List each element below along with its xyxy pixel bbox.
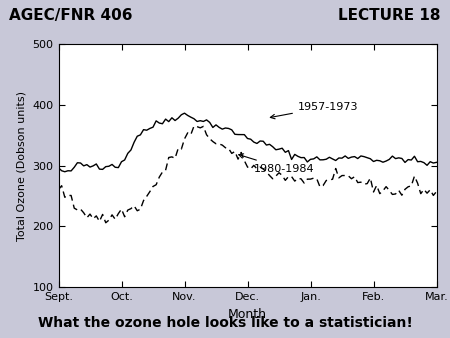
X-axis label: Month: Month [228,308,267,321]
Text: 1980-1984: 1980-1984 [239,154,315,174]
Text: What the ozone hole looks like to a statistician!: What the ozone hole looks like to a stat… [37,316,413,330]
Text: LECTURE 18: LECTURE 18 [338,8,441,23]
Text: AGEC/FNR 406: AGEC/FNR 406 [9,8,132,23]
Y-axis label: Total Ozone (Dobson units): Total Ozone (Dobson units) [17,91,27,241]
Text: 1957-1973: 1957-1973 [270,102,358,119]
